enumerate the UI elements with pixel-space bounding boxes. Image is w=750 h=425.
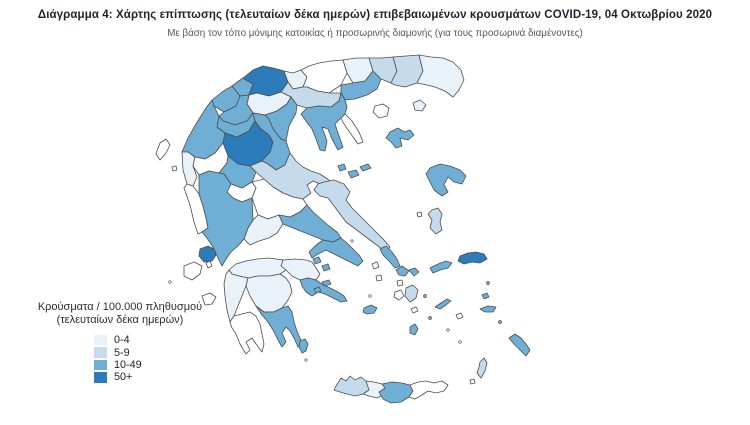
region-kefalonia [183,261,203,281]
legend-title: Κρούσματα / 100.000 πληθυσμού (τελευταίω… [24,301,216,327]
region-thira [409,323,419,336]
legend-label: 10-49 [114,358,142,371]
region-lakonia [255,305,304,348]
legend-swatch-50plus [94,372,107,383]
region-ithaki [205,260,213,269]
legend: Κρούσματα / 100.000 πληθυσμού (τελευταίω… [24,301,216,384]
region-limnos [385,127,415,149]
island-regions [155,99,531,404]
region-karpathos [476,357,488,379]
region-ios [410,306,419,314]
region-psara [416,211,423,218]
islet-dots [168,239,502,362]
region-skiathos [337,163,347,172]
region-skopelos [347,169,360,179]
region-lefkada [198,245,217,263]
region-kos [479,305,497,313]
region-kythira [298,338,309,354]
region-amorgos [434,298,452,310]
region-messinia [229,311,265,355]
legend-swatch-10-49 [94,359,107,371]
region-kythnos [375,274,383,282]
islet-dot [446,328,450,332]
legend-title-line1: Κρούσματα / 100.000 πληθυσμού [37,301,203,313]
region-kasos [469,378,476,385]
legend-swatch-5-9 [94,347,107,358]
region-milos [362,304,378,315]
islet-dot [458,340,462,344]
region-ikaria [429,260,453,274]
legend-item: 50+ [94,371,216,383]
legend-title-line2: (τελευταίων δέκα ημερών) [56,314,184,326]
region-chios [427,207,443,235]
region-arkadia [245,273,293,313]
region-lasithi [408,380,449,400]
islet-dot [486,281,490,285]
region-salamina [312,256,322,265]
region-zakynthos [201,292,217,306]
legend-label: 0-4 [114,334,130,347]
region-samothraki [412,99,427,112]
legend-items: 0-4 5-9 10-49 50+ [24,334,216,384]
page-subtitle: Με βάση τον τόπο μόνιμης κατοικίας ή προ… [167,28,583,39]
islet-dot [350,239,354,243]
region-argolida [299,277,348,303]
region-aegina [321,263,331,272]
region-paros [393,289,405,301]
region-chalkidiki [300,92,348,152]
region-attiki [308,237,364,267]
region-thasos [372,103,390,119]
region-evros [416,54,465,98]
region-spetses [313,286,322,294]
islet-dot [168,280,172,284]
region-andros [379,245,401,269]
region-tinos [395,265,410,277]
islet-dot [428,316,432,320]
legend-item: 0-4 [94,334,216,346]
mainland-regions [181,54,465,355]
islet-dot [304,358,308,362]
region-kea [371,261,380,270]
region-athos [340,113,364,145]
islet-dot [368,294,372,298]
page-title: Διάγραμμα 4: Χάρτης επίπτωσης (τελευταίω… [37,9,713,21]
region-irakleio [378,381,414,404]
legend-item: 5-9 [94,346,216,359]
region-paxoi [171,165,178,172]
region-kerkyra [155,138,171,161]
region-lesvos [425,163,467,197]
region-naxos [404,284,419,303]
region-astypalea [455,312,464,320]
region-thesprotia [181,151,198,187]
islet-dot [423,294,427,298]
legend-label: 5-9 [114,346,130,359]
region-aitoloakarnania [198,170,254,267]
region-rodopi [390,54,424,88]
region-mykonos [408,267,420,277]
region-ileia [223,269,249,323]
legend-swatch-0-4 [94,334,107,346]
region-hydra [321,279,332,287]
region-samos [457,251,488,265]
region-rodos [508,333,531,357]
islet-dot [498,320,502,324]
legend-label: 50+ [114,371,133,384]
region-kalymnos [481,292,490,300]
region-syros [396,279,404,287]
region-alonissos [359,163,372,172]
legend-item: 10-49 [94,359,216,371]
